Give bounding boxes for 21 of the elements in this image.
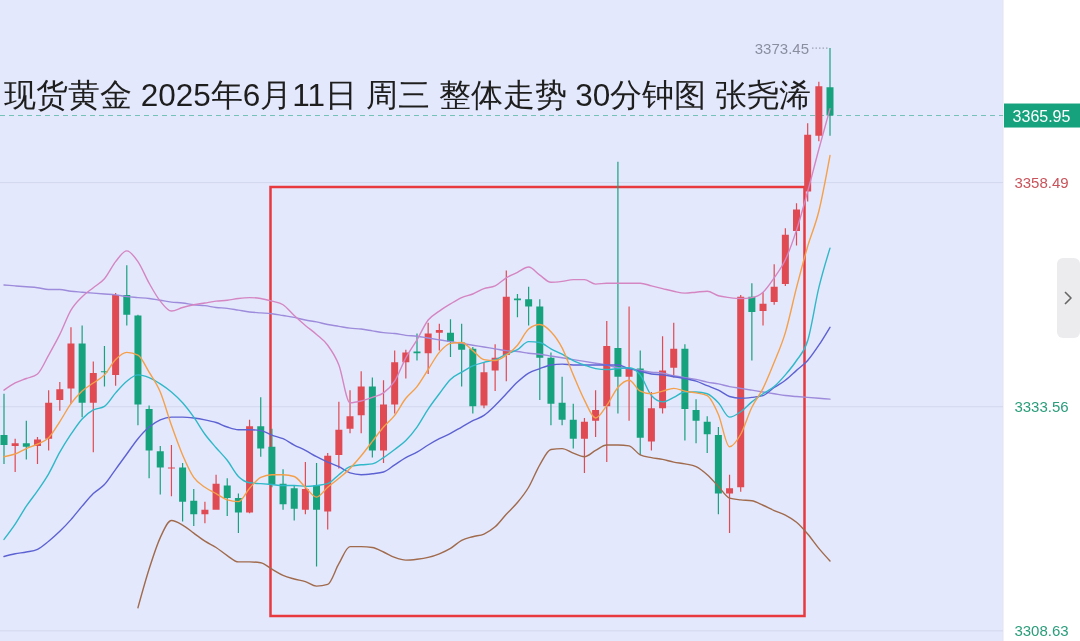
line-series	[3, 326, 831, 558]
y-tick-label: 3358.49	[1014, 174, 1069, 192]
text: 现货黄金 2025年6月11日 周三 整体走势 30分钟图 张尧浠	[4, 77, 812, 113]
candlestick	[279, 469, 287, 510]
line-series	[3, 247, 831, 541]
candlestick	[346, 390, 354, 434]
line-series	[3, 284, 831, 400]
ref-line-label: 3365.95	[1012, 107, 1071, 125]
candlestick	[826, 48, 834, 136]
candlestick	[692, 399, 700, 444]
candlestick	[0, 393, 8, 464]
annotation: 3373.45	[754, 39, 809, 57]
candlestick	[625, 306, 633, 421]
y-tick-label: 3308.63	[1014, 622, 1069, 640]
y-tick-label: 3333.56	[1014, 398, 1069, 416]
candlestick	[201, 501, 209, 524]
line-series	[137, 444, 831, 609]
candlestick	[614, 161, 622, 414]
candlestick	[759, 292, 767, 326]
candlestick	[67, 327, 75, 404]
line-series	[3, 154, 831, 503]
